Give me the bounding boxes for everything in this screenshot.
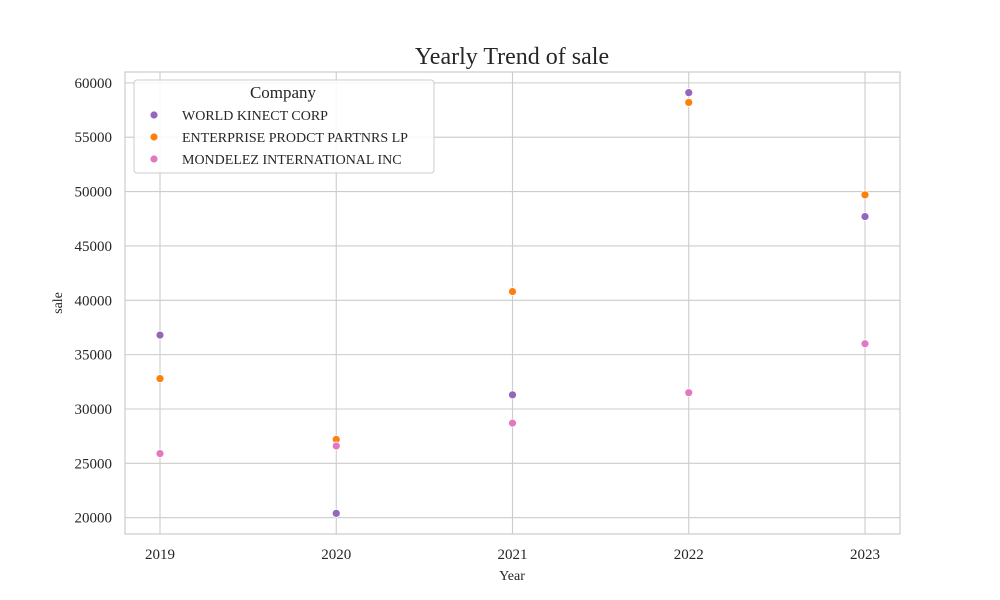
data-point	[155, 374, 165, 383]
y-tick-label: 55000	[75, 130, 113, 146]
x-tick-label: 2023	[850, 547, 880, 563]
x-tick-label: 2020	[321, 547, 351, 563]
data-point	[684, 388, 694, 398]
legend-marker	[149, 154, 159, 164]
data-point	[508, 418, 517, 428]
data-point	[684, 98, 694, 107]
legend-items: WORLD KINECT CORP ENTERPRISE PRODCT PARTN…	[149, 109, 408, 168]
legend: Company WORLD KINECT CORP ENTERPRISE PROD…	[133, 79, 435, 174]
data-point	[155, 449, 165, 458]
y-tick-label: 25000	[75, 456, 113, 472]
y-tick-label: 30000	[75, 402, 113, 418]
tick-labels: 2019 2020 2021 2022 2023 20000 25000 30000 35000…	[75, 76, 881, 563]
legend-label: ENTERPRISE PRODCT PARTNRS LP	[182, 131, 408, 146]
legend-title: Company	[250, 83, 317, 102]
data-point	[155, 330, 165, 340]
x-tick-label: 2021	[498, 547, 528, 563]
chart-title: Yearly Trend of sale	[415, 44, 609, 70]
y-tick-label: 50000	[75, 185, 113, 201]
grid	[125, 72, 900, 534]
data-point	[860, 190, 870, 200]
data-point	[860, 212, 870, 221]
y-tick-label: 45000	[75, 239, 113, 255]
legend-marker	[149, 132, 159, 142]
data-points	[155, 88, 870, 518]
data-point	[860, 339, 870, 349]
x-tick-label: 2022	[674, 547, 704, 563]
data-point	[684, 88, 694, 98]
y-tick-label: 20000	[75, 511, 113, 527]
legend-label: MONDELEZ INTERNATIONAL INC	[182, 153, 402, 168]
x-tick-label: 2019	[145, 547, 175, 563]
y-tick-label: 35000	[75, 348, 113, 364]
y-tick-label: 60000	[75, 76, 113, 92]
y-tick-label: 40000	[75, 293, 113, 309]
data-point	[331, 508, 341, 518]
legend-label: WORLD KINECT CORP	[182, 109, 328, 124]
x-axis-label: Year	[499, 569, 525, 584]
data-point	[508, 287, 517, 296]
data-point	[331, 441, 341, 451]
data-point	[508, 390, 517, 400]
y-axis-label: sale	[51, 292, 66, 314]
legend-box	[133, 79, 435, 174]
plot-area	[124, 71, 901, 535]
legend-marker	[149, 110, 159, 120]
